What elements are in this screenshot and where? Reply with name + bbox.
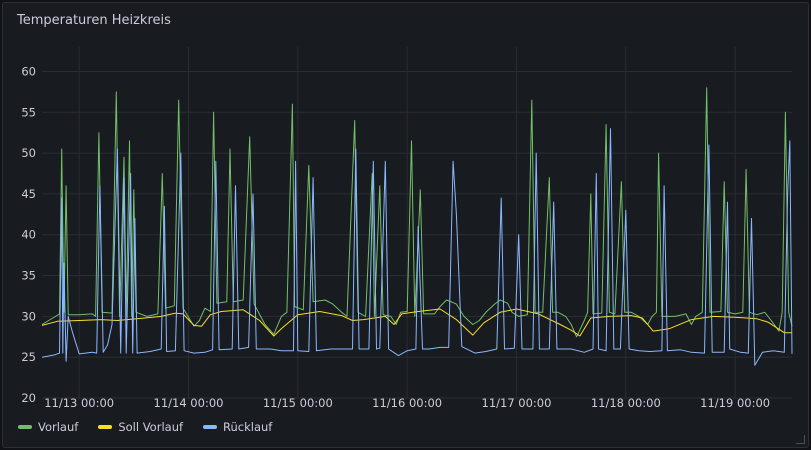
- y-tick-label: 30: [21, 309, 36, 323]
- y-tick-label: 50: [21, 146, 36, 160]
- legend-swatch-vorlauf: [18, 425, 32, 429]
- grid: [42, 47, 792, 399]
- x-tick-label: 11/16 00:00: [372, 396, 442, 410]
- y-tick-label: 35: [21, 269, 36, 283]
- legend-label-vorlauf: Vorlauf: [38, 420, 79, 434]
- x-tick-label: 11/19 00:00: [700, 396, 770, 410]
- y-tick-label: 20: [21, 391, 36, 405]
- x-tick-label: 11/15 00:00: [263, 396, 333, 410]
- x-tick-label: 11/18 00:00: [591, 396, 661, 410]
- series-line-ruecklauf[interactable]: [41, 128, 793, 366]
- legend: Vorlauf Soll Vorlauf Rücklauf: [18, 419, 272, 435]
- legend-label-soll-vorlauf: Soll Vorlauf: [118, 420, 184, 434]
- legend-swatch-soll-vorlauf: [98, 425, 113, 429]
- y-tick-label: 60: [21, 64, 36, 78]
- legend-label-ruecklauf: Rücklauf: [223, 420, 273, 434]
- resize-handle-icon[interactable]: [796, 435, 805, 444]
- y-tick-label: 25: [21, 350, 36, 364]
- x-tick-label: 11/17 00:00: [482, 396, 552, 410]
- legend-item-vorlauf[interactable]: Vorlauf: [18, 419, 78, 435]
- y-tick-label: 40: [21, 228, 36, 242]
- x-tick-label: 11/13 00:00: [44, 396, 114, 410]
- y-tick-label: 45: [21, 187, 36, 201]
- y-axis: 20 25 30 35 40 45 50 55 60: [21, 64, 36, 405]
- series-layer: [41, 87, 793, 366]
- panel-title[interactable]: Temperaturen Heizkreis: [17, 13, 171, 28]
- y-tick-label: 55: [21, 105, 36, 119]
- legend-swatch-ruecklauf: [203, 425, 218, 429]
- x-tick-label: 11/14 00:00: [154, 396, 224, 410]
- legend-item-ruecklauf[interactable]: Rücklauf: [203, 419, 272, 435]
- legend-item-soll-vorlauf[interactable]: Soll Vorlauf: [98, 419, 183, 435]
- x-axis: 11/13 00:00 11/14 00:00 11/15 00:00 11/16 0…: [44, 396, 770, 410]
